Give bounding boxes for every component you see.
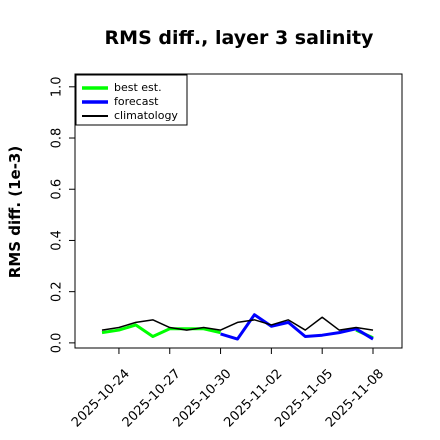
y-axis: 0.0 0.2 0.4 0.6 0.8 1.0 <box>50 76 75 354</box>
legend-label: best est. <box>114 81 162 94</box>
legend-box <box>75 74 188 126</box>
y-tick-label: 0.6 <box>50 179 65 200</box>
series-line-best-est <box>101 323 221 338</box>
series-group <box>101 313 374 341</box>
chart-title: RMS diff., layer 3 salinity <box>105 27 375 49</box>
y-tick-label: 0.0 <box>50 333 65 354</box>
series-line-forecast <box>220 313 374 341</box>
legend-label: climatology <box>114 109 178 122</box>
y-tick-label: 0.8 <box>50 128 65 149</box>
legend-label: forecast <box>114 95 159 108</box>
y-tick-label: 0.2 <box>50 281 65 302</box>
series-line-climatology <box>101 316 374 331</box>
x-axis: 2025-10-242025-10-272025-10-302025-11-02… <box>69 348 387 430</box>
plot-area <box>74 73 403 349</box>
y-axis-label: RMS diff. (1e-3) <box>6 146 24 278</box>
y-tick-label: 1.0 <box>50 76 65 97</box>
y-tick-label: 0.4 <box>50 230 65 251</box>
